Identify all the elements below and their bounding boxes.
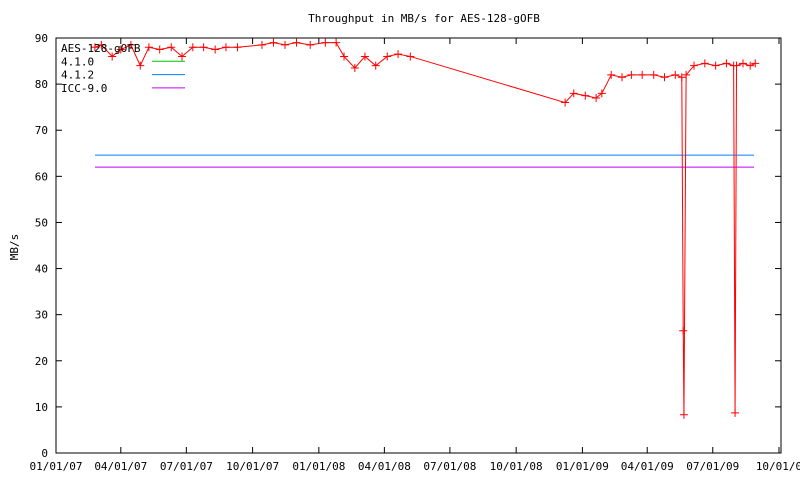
legend-label: 4.1.0 xyxy=(61,55,94,68)
y-tick-label: 0 xyxy=(41,447,48,460)
data-point xyxy=(306,40,315,49)
data-point xyxy=(597,89,606,98)
y-tick-label: 70 xyxy=(35,124,48,137)
data-point xyxy=(144,43,153,52)
y-tick-label: 30 xyxy=(35,309,48,322)
data-point xyxy=(660,73,669,82)
data-point xyxy=(97,40,106,49)
data-point xyxy=(167,43,176,52)
data-point xyxy=(671,70,680,79)
data-point xyxy=(233,43,242,52)
data-point xyxy=(682,70,691,79)
y-tick-label: 80 xyxy=(35,78,48,91)
data-point xyxy=(340,52,349,61)
data-point xyxy=(178,52,187,61)
data-point xyxy=(618,73,627,82)
data-point xyxy=(108,52,117,61)
data-point xyxy=(383,52,392,61)
data-point xyxy=(569,89,578,98)
data-point xyxy=(332,38,341,47)
x-tick-label: 01/01/08 xyxy=(292,460,345,473)
y-tick-label: 50 xyxy=(35,216,48,229)
data-point xyxy=(649,70,658,79)
data-point xyxy=(155,45,164,54)
data-point xyxy=(561,98,570,107)
data-point xyxy=(136,61,145,70)
data-point xyxy=(257,40,266,49)
data-point xyxy=(269,38,278,47)
y-tick-label: 40 xyxy=(35,263,48,276)
legend-label: AES-128-gOFB xyxy=(61,42,141,55)
x-tick-label: 07/01/08 xyxy=(423,460,476,473)
data-point xyxy=(638,70,647,79)
data-point xyxy=(371,61,380,70)
data-point xyxy=(700,59,709,68)
data-point xyxy=(607,70,616,79)
data-point xyxy=(292,38,301,47)
x-tick-label: 10/01/0 xyxy=(756,460,800,473)
x-tick-label: 01/01/09 xyxy=(556,460,609,473)
data-point xyxy=(751,59,760,68)
data-point xyxy=(679,410,688,419)
data-point xyxy=(679,326,688,335)
y-tick-label: 60 xyxy=(35,170,48,183)
data-point xyxy=(677,73,686,82)
data-point xyxy=(188,43,197,52)
data-point xyxy=(211,45,220,54)
x-tick-label: 07/01/09 xyxy=(686,460,739,473)
y-tick-label: 90 xyxy=(35,32,48,45)
data-point xyxy=(722,59,731,68)
data-point xyxy=(90,43,99,52)
x-tick-label: 07/01/07 xyxy=(160,460,213,473)
x-tick-label: 10/01/07 xyxy=(226,460,279,473)
data-point xyxy=(221,43,230,52)
data-point xyxy=(280,40,289,49)
data-point xyxy=(746,61,755,70)
data-point xyxy=(360,52,369,61)
data-point xyxy=(731,408,740,417)
data-point xyxy=(627,70,636,79)
data-point xyxy=(406,52,415,61)
y-axis-label: MB/s xyxy=(8,234,21,261)
data-point xyxy=(732,61,741,70)
data-point xyxy=(711,61,720,70)
x-tick-label: 04/01/08 xyxy=(358,460,411,473)
y-tick-label: 20 xyxy=(35,355,48,368)
data-point xyxy=(394,50,403,59)
series-line xyxy=(94,42,756,415)
legend-label: ICC-9.0 xyxy=(61,82,107,95)
data-point xyxy=(116,45,125,54)
data-point xyxy=(199,43,208,52)
legend-label: 4.1.2 xyxy=(61,69,94,82)
x-tick-label: 10/01/08 xyxy=(490,460,543,473)
x-tick-label: 04/01/09 xyxy=(621,460,674,473)
x-tick-label: 04/01/07 xyxy=(94,460,147,473)
data-point xyxy=(581,91,590,100)
data-point xyxy=(738,59,747,68)
x-tick-label: 01/01/07 xyxy=(30,460,83,473)
chart-title: Throughput in MB/s for AES-128-gOFB xyxy=(308,12,540,25)
data-point xyxy=(592,93,601,102)
data-point xyxy=(690,61,699,70)
data-point xyxy=(350,63,359,72)
y-tick-label: 10 xyxy=(35,401,48,414)
data-point xyxy=(126,40,135,49)
plot-border xyxy=(55,37,782,454)
data-point xyxy=(321,38,330,47)
